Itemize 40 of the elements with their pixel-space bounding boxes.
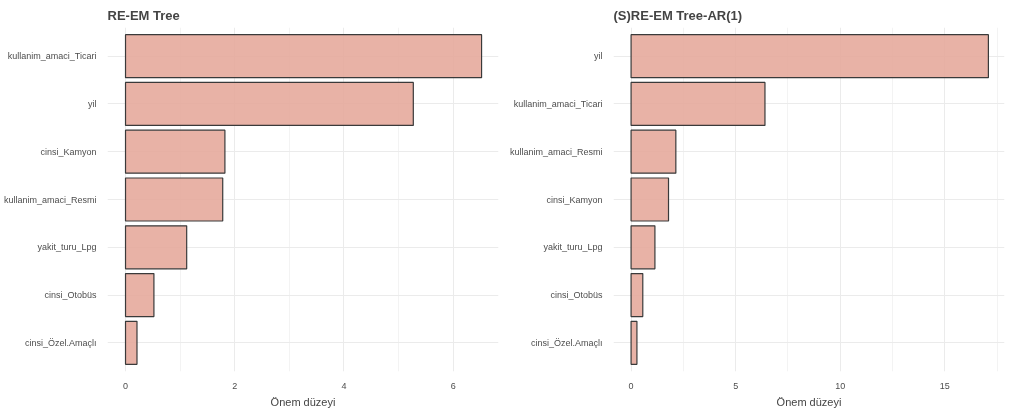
y-tick-label: cinsi_Özel.Amaçlı	[530, 337, 603, 348]
x-tick-label: 10	[835, 380, 846, 391]
bar	[124, 177, 224, 222]
y-tick-label: cinsi_Otobüs	[44, 290, 97, 301]
x-axis-title: Önem düzeyi	[776, 395, 842, 408]
bar	[124, 320, 138, 365]
bar	[630, 320, 638, 365]
y-tick-label: cinsi_Otobüs	[550, 290, 603, 301]
bar	[124, 81, 414, 127]
x-tick-label: 4	[341, 380, 347, 391]
y-tick-label: yakit_turu_Lpg	[543, 242, 603, 253]
bar	[630, 225, 656, 270]
x-tick-label: 0	[123, 380, 129, 391]
y-tick-label: cinsi_Özel.Amaçlı	[24, 337, 97, 348]
bar	[630, 81, 766, 127]
y-tick-label: kullanim_amaci_Resmi	[509, 146, 603, 157]
x-tick-label: 0	[628, 380, 634, 391]
x-tick-label: 6	[450, 380, 456, 391]
y-tick-label: kullanim_amaci_Ticari	[7, 51, 97, 62]
bar	[124, 225, 188, 270]
y-tick-label: yakit_turu_Lpg	[37, 242, 97, 253]
chart-title: RE-EM Tree	[107, 7, 180, 23]
x-axis-title: Önem düzeyi	[270, 395, 336, 408]
bar	[630, 129, 677, 174]
bar	[124, 272, 155, 318]
y-tick-label: cinsi_Kamyon	[40, 146, 97, 157]
bar	[124, 129, 226, 174]
y-tick-label: cinsi_Kamyon	[546, 194, 603, 205]
x-tick-label: 5	[733, 380, 739, 391]
x-tick-label: 15	[939, 380, 950, 391]
chart-title: (S)RE-EM Tree-AR(1)	[613, 7, 743, 23]
bar	[630, 34, 989, 79]
y-tick-label: kullanim_amaci_Ticari	[513, 98, 603, 109]
bar	[630, 272, 644, 318]
x-tick-label: 2	[232, 380, 238, 391]
y-tick-label: yil	[88, 98, 97, 109]
bar	[630, 177, 670, 222]
y-tick-label: yil	[594, 51, 603, 62]
y-tick-label: kullanim_amaci_Resmi	[3, 194, 97, 205]
bar	[124, 34, 483, 79]
